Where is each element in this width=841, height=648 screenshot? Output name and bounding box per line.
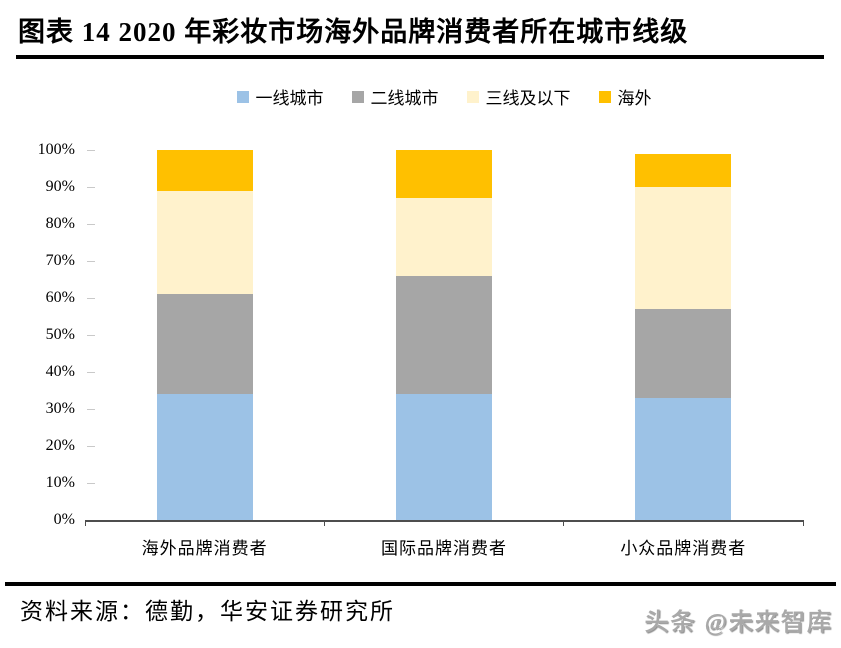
legend-item: 海外 [598,84,652,109]
bar-segment [396,198,492,276]
y-axis-label: 30% [45,400,75,417]
y-axis-tick [87,482,95,484]
title-divider [16,55,824,59]
legend-label: 三线及以下 [485,89,571,108]
legend-label: 一线城市 [255,89,324,108]
plot-area: 0% 10% 20% 30% 40% 50% 60% 70% 80% 90% 100% 海外品牌消费者… [38,141,804,558]
y-axis-tick [87,223,95,225]
legend-swatch-icon [466,90,479,103]
bar-segment [156,190,253,295]
y-axis-label: 60% [45,289,75,306]
y-axis-tick [87,186,95,188]
y-axis-label: 0% [53,511,75,528]
x-axis-tick [84,520,86,526]
legend-label: 海外 [617,89,652,108]
y-axis-tick [87,445,95,447]
y-axis-label: 50% [45,326,75,343]
x-axis-tick [563,520,565,526]
legend-swatch-icon [236,90,249,103]
x-axis-tick [323,520,325,526]
watermark: 头条 @未来智库 [644,610,833,636]
y-axis-label: 10% [45,474,75,491]
y-axis-tick [87,371,95,373]
bar-segment [396,275,492,395]
legend-swatch-icon [598,90,611,103]
y-axis-label: 100% [37,141,75,158]
y-axis-tick [87,149,95,151]
bar-segment [156,150,253,191]
y-axis-tick [87,297,95,299]
y-axis-label: 20% [45,437,75,454]
y-axis-label: 40% [45,363,75,380]
y-axis-tick [87,260,95,262]
x-axis-tick [802,520,804,526]
legend-label: 二线城市 [370,89,439,108]
bar-segment [635,397,732,520]
bar-segment [635,153,732,187]
legend-item: 二线城市 [351,84,439,109]
legend-swatch-icon [351,90,364,103]
y-axis-tick [87,334,95,336]
legend-item: 三线及以下 [466,84,571,109]
bar-segment [396,394,492,520]
bar-segment [156,294,253,395]
x-axis-label: 海外品牌消费者 [141,539,268,558]
y-axis-label: 90% [45,178,75,195]
figure-title: 图表 14 2020 年彩妆市场海外品牌消费者所在城市线级 [18,17,689,47]
bar-segment [635,309,732,398]
source-note: 资料来源：德勤，华安证券研究所 [20,599,395,624]
legend-item: 一线城市 [236,84,324,109]
chart-legend: 一线城市 二线城市 三线及以下 海外 [85,84,803,109]
x-axis-label: 国际品牌消费者 [380,539,507,558]
y-axis-label: 70% [45,252,75,269]
y-axis-label: 80% [45,215,75,232]
bar-segment [396,150,492,199]
footer-divider [5,582,836,586]
bar-segment [156,394,253,520]
y-axis-tick [87,408,95,410]
x-axis-label: 小众品牌消费者 [620,539,747,558]
bar-segment [635,187,732,310]
